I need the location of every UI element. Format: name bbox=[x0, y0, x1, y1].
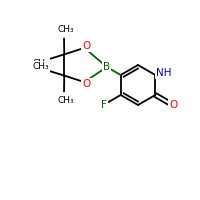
Text: CH₃: CH₃ bbox=[57, 25, 74, 34]
Text: O: O bbox=[82, 79, 91, 89]
Text: O: O bbox=[82, 41, 91, 51]
Text: B: B bbox=[103, 62, 110, 72]
Text: F: F bbox=[101, 100, 107, 110]
Text: CH₃: CH₃ bbox=[33, 59, 49, 68]
Text: NH: NH bbox=[156, 68, 171, 78]
Text: O: O bbox=[169, 100, 178, 110]
Text: CH₃: CH₃ bbox=[57, 96, 74, 105]
Text: CH₃: CH₃ bbox=[33, 62, 49, 71]
